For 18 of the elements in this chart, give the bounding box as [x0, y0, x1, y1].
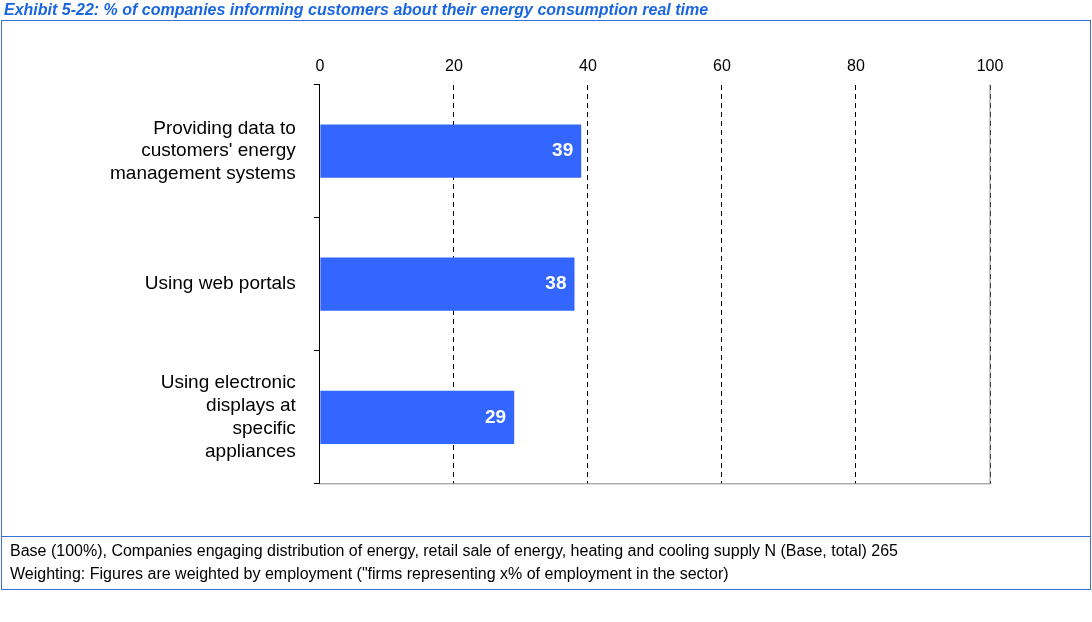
data-label: 29 — [485, 405, 507, 427]
x-tick-label: 100 — [976, 57, 1004, 75]
data-label: 38 — [545, 272, 567, 294]
x-tick-label: 80 — [847, 57, 865, 75]
bar — [320, 257, 575, 311]
x-tick-label: 20 — [444, 57, 463, 75]
text: Weighting: Figures are weighted by employment ("firms representing x% of employment in the sector) — [10, 564, 730, 583]
y-tick-label: Using web portals — [144, 272, 296, 294]
y-tick-label: Providing data to customers' energy management systems — [109, 116, 297, 184]
x-tick-label: 40 — [579, 57, 597, 75]
text: Base (100%), Companies engaging distribution of energy, retail sale of energy, heating and cooling supply N (Base, total) 265 — [10, 541, 899, 560]
bar — [320, 390, 515, 444]
x-tick-label: 0 — [315, 57, 325, 75]
x-tick-label: 60 — [713, 57, 731, 75]
data-label: 39 — [552, 139, 574, 161]
chart-title: Exhibit 5-22: % of companies informing customers about their energy consumption real time — [3, 0, 710, 20]
bar — [320, 124, 582, 178]
y-tick-label: Using electronic displays at specific appliances — [160, 371, 297, 461]
